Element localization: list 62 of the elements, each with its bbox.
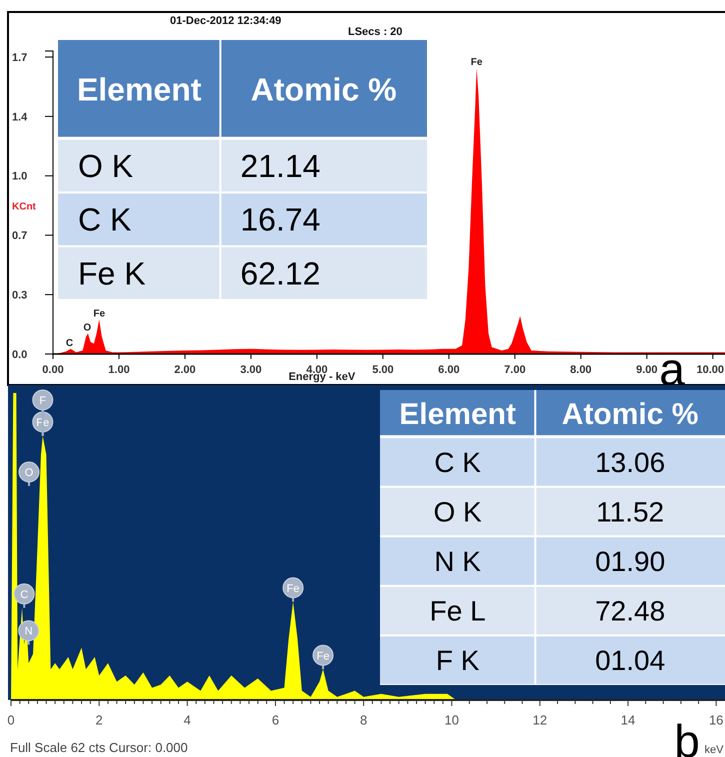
- text: 01-Dec-2012 12:34:49: [170, 15, 282, 27]
- text: Atomic %: [562, 398, 698, 432]
- y-tick-label: 1.4: [12, 111, 28, 124]
- annotation: Fe: [93, 308, 106, 320]
- annotation: F: [39, 394, 46, 407]
- annotation: O: [83, 322, 92, 334]
- x-tick-label: 8: [360, 712, 368, 728]
- x-tick-label: 9.00: [636, 364, 658, 376]
- text: Element: [399, 398, 516, 432]
- annotation: C: [20, 588, 28, 601]
- x-axis-title: keV: [704, 744, 724, 756]
- y-tick-label: 0.3: [12, 289, 28, 302]
- y-tick-label: 1.7: [12, 52, 28, 64]
- x-tick-label: 2: [96, 712, 103, 728]
- text: 11.52: [596, 496, 664, 528]
- annotation: N: [24, 626, 33, 638]
- x-tick-label: 10: [444, 712, 459, 728]
- category-label: F K: [436, 645, 480, 676]
- y-tick-label: 0.0: [12, 348, 28, 361]
- text: Full Scale 62 cts Cursor: 0.000: [10, 740, 188, 755]
- annotation: Fe: [286, 582, 300, 595]
- x-tick-label: 6.00: [438, 364, 460, 376]
- category-label: O K: [434, 496, 482, 528]
- text: 01.90: [595, 546, 666, 577]
- text: 16.74: [240, 202, 320, 238]
- x-tick-label: 0.00: [42, 364, 64, 376]
- x-axis-title: Energy - keV: [288, 371, 356, 383]
- annotation: Fe: [36, 416, 50, 429]
- x-tick-label: 8.00: [570, 364, 592, 376]
- category-label: Fe K: [78, 255, 146, 292]
- y-tick-label: 1.0: [12, 170, 28, 183]
- x-tick-label: 1.00: [108, 364, 130, 376]
- text: 72.48: [595, 595, 666, 626]
- x-tick-label: 6: [272, 712, 280, 728]
- category-label: C K: [434, 446, 482, 478]
- category-label: C K: [78, 202, 132, 238]
- x-tick-label: 0: [7, 712, 15, 728]
- text: 13.06: [595, 446, 666, 478]
- x-tick-label: 4: [184, 712, 191, 728]
- category-label: N K: [434, 546, 482, 577]
- annotation: Fe: [470, 57, 483, 68]
- text: 01.04: [595, 645, 666, 676]
- text: Element: [76, 72, 202, 108]
- text: 21.14: [240, 148, 320, 184]
- text: Atomic %: [250, 72, 397, 108]
- x-tick-label: 14: [620, 712, 636, 728]
- y-tick-label: 0.7: [12, 230, 28, 242]
- category-label: O K: [78, 148, 134, 184]
- text: 62.12: [240, 255, 320, 292]
- x-tick-label: 10.00: [696, 364, 724, 376]
- annotation: C: [66, 338, 74, 349]
- x-tick-label: 12: [532, 712, 548, 728]
- annotation: O: [24, 467, 34, 479]
- x-tick-label: 2.00: [174, 364, 196, 376]
- annotation: Fe: [316, 650, 330, 662]
- category-label: Fe L: [430, 595, 486, 626]
- x-tick-label: 5.00: [372, 364, 394, 376]
- x-tick-label: 3.00: [240, 364, 262, 376]
- x-tick-label: 7.00: [504, 364, 526, 376]
- y-axis-title: KCnt: [12, 202, 37, 213]
- x-tick-label: 16: [708, 712, 724, 728]
- text: LSecs : 20: [348, 26, 402, 38]
